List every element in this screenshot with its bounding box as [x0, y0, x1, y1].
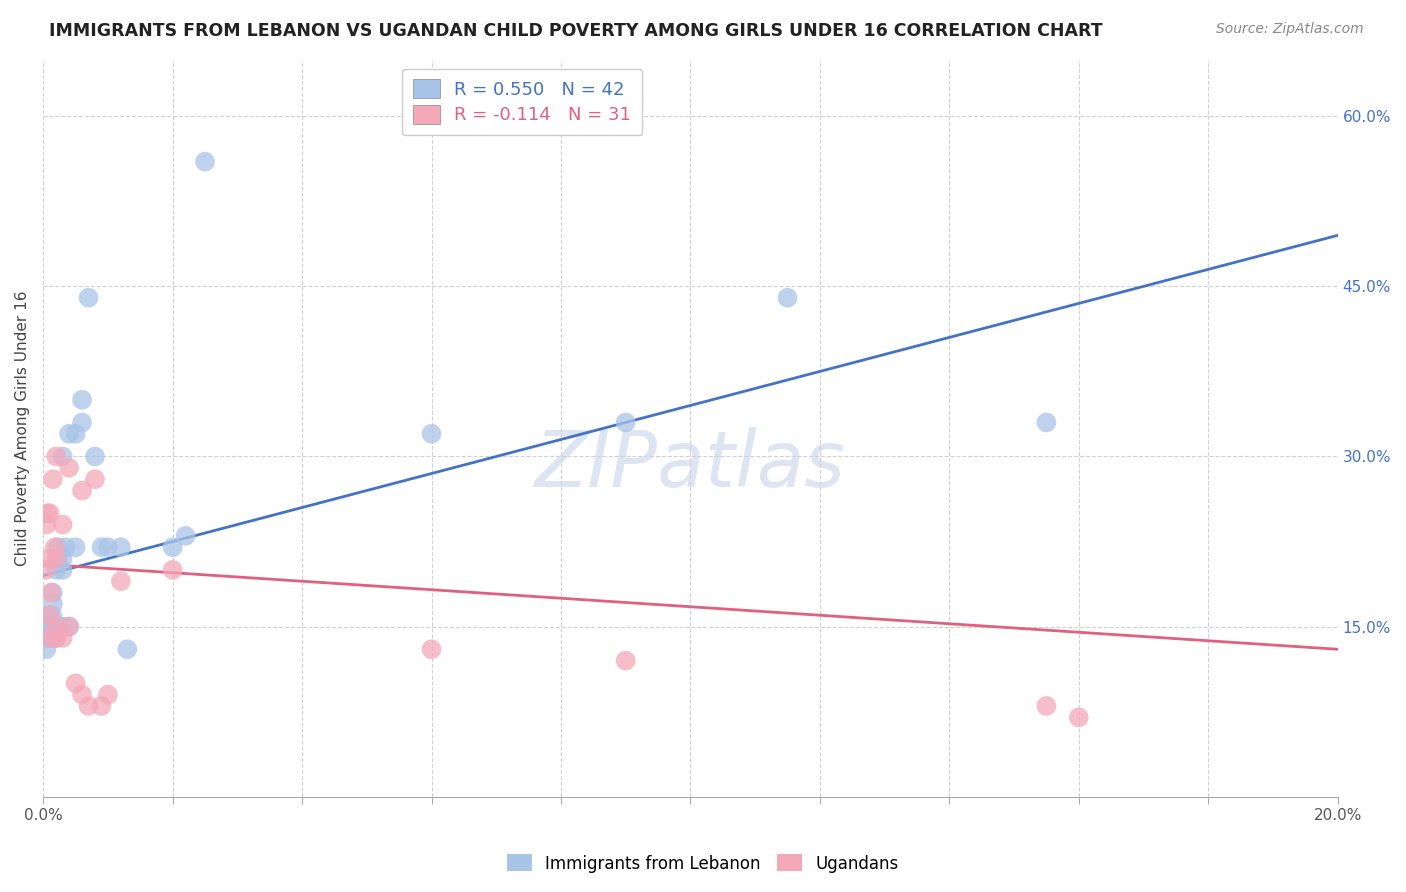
Point [46, 551, 69, 566]
Point [65, 676, 87, 690]
Point [97, 688, 120, 702]
Point [38, 619, 60, 633]
Point [46, 540, 69, 554]
Point [614, 416, 637, 430]
Point [84, 472, 107, 486]
Legend: R = 0.550   N = 42, R = -0.114   N = 31: R = 0.550 N = 42, R = -0.114 N = 31 [402, 69, 643, 136]
Point [77, 291, 100, 305]
Point [110, 540, 132, 554]
Point [90, 698, 112, 713]
Point [70, 416, 93, 430]
Point [52, 563, 75, 577]
Point [38, 608, 60, 623]
Point [58, 619, 80, 633]
Point [58, 619, 80, 633]
Point [65, 540, 87, 554]
Point [52, 631, 75, 645]
Point [117, 642, 139, 657]
Point [44, 619, 66, 633]
Point [35, 642, 58, 657]
Point [45, 631, 67, 645]
Point [110, 574, 132, 589]
Point [37, 631, 59, 645]
Point [58, 460, 80, 475]
Text: ZIPatlas: ZIPatlas [534, 427, 846, 503]
Point [70, 483, 93, 498]
Point [35, 631, 58, 645]
Y-axis label: Child Poverty Among Girls Under 16: Child Poverty Among Girls Under 16 [15, 291, 30, 566]
Point [52, 619, 75, 633]
Point [84, 450, 107, 464]
Text: Source: ZipAtlas.com: Source: ZipAtlas.com [1216, 22, 1364, 37]
Point [42, 472, 65, 486]
Point [48, 619, 70, 633]
Point [41, 631, 63, 645]
Point [162, 540, 184, 554]
Point [162, 563, 184, 577]
Point [35, 517, 58, 532]
Point [194, 154, 217, 169]
Point [45, 551, 67, 566]
Point [97, 540, 120, 554]
Point [44, 540, 66, 554]
Point [55, 540, 77, 554]
Point [70, 392, 93, 407]
Point [38, 608, 60, 623]
Point [38, 631, 60, 645]
Point [70, 688, 93, 702]
Point [35, 506, 58, 520]
Point [45, 619, 67, 633]
Point [52, 450, 75, 464]
Point [45, 619, 67, 633]
Legend: Immigrants from Lebanon, Ugandans: Immigrants from Lebanon, Ugandans [501, 847, 905, 880]
Point [41, 608, 63, 623]
Point [38, 506, 60, 520]
Point [42, 597, 65, 611]
Point [420, 642, 443, 657]
Point [35, 563, 58, 577]
Text: IMMIGRANTS FROM LEBANON VS UGANDAN CHILD POVERTY AMONG GIRLS UNDER 16 CORRELATIO: IMMIGRANTS FROM LEBANON VS UGANDAN CHILD… [49, 22, 1102, 40]
Point [37, 551, 59, 566]
Point [52, 551, 75, 566]
Point [38, 631, 60, 645]
Point [39, 619, 62, 633]
Point [42, 585, 65, 599]
Point [58, 426, 80, 441]
Point [90, 540, 112, 554]
Point [1035, 416, 1057, 430]
Point [65, 426, 87, 441]
Point [45, 563, 67, 577]
Point [52, 517, 75, 532]
Point [39, 585, 62, 599]
Point [77, 698, 100, 713]
Point [614, 654, 637, 668]
Point [45, 450, 67, 464]
Point [45, 631, 67, 645]
Point [1035, 698, 1057, 713]
Point [776, 291, 799, 305]
Point [174, 529, 197, 543]
Point [1067, 710, 1090, 724]
Point [420, 426, 443, 441]
